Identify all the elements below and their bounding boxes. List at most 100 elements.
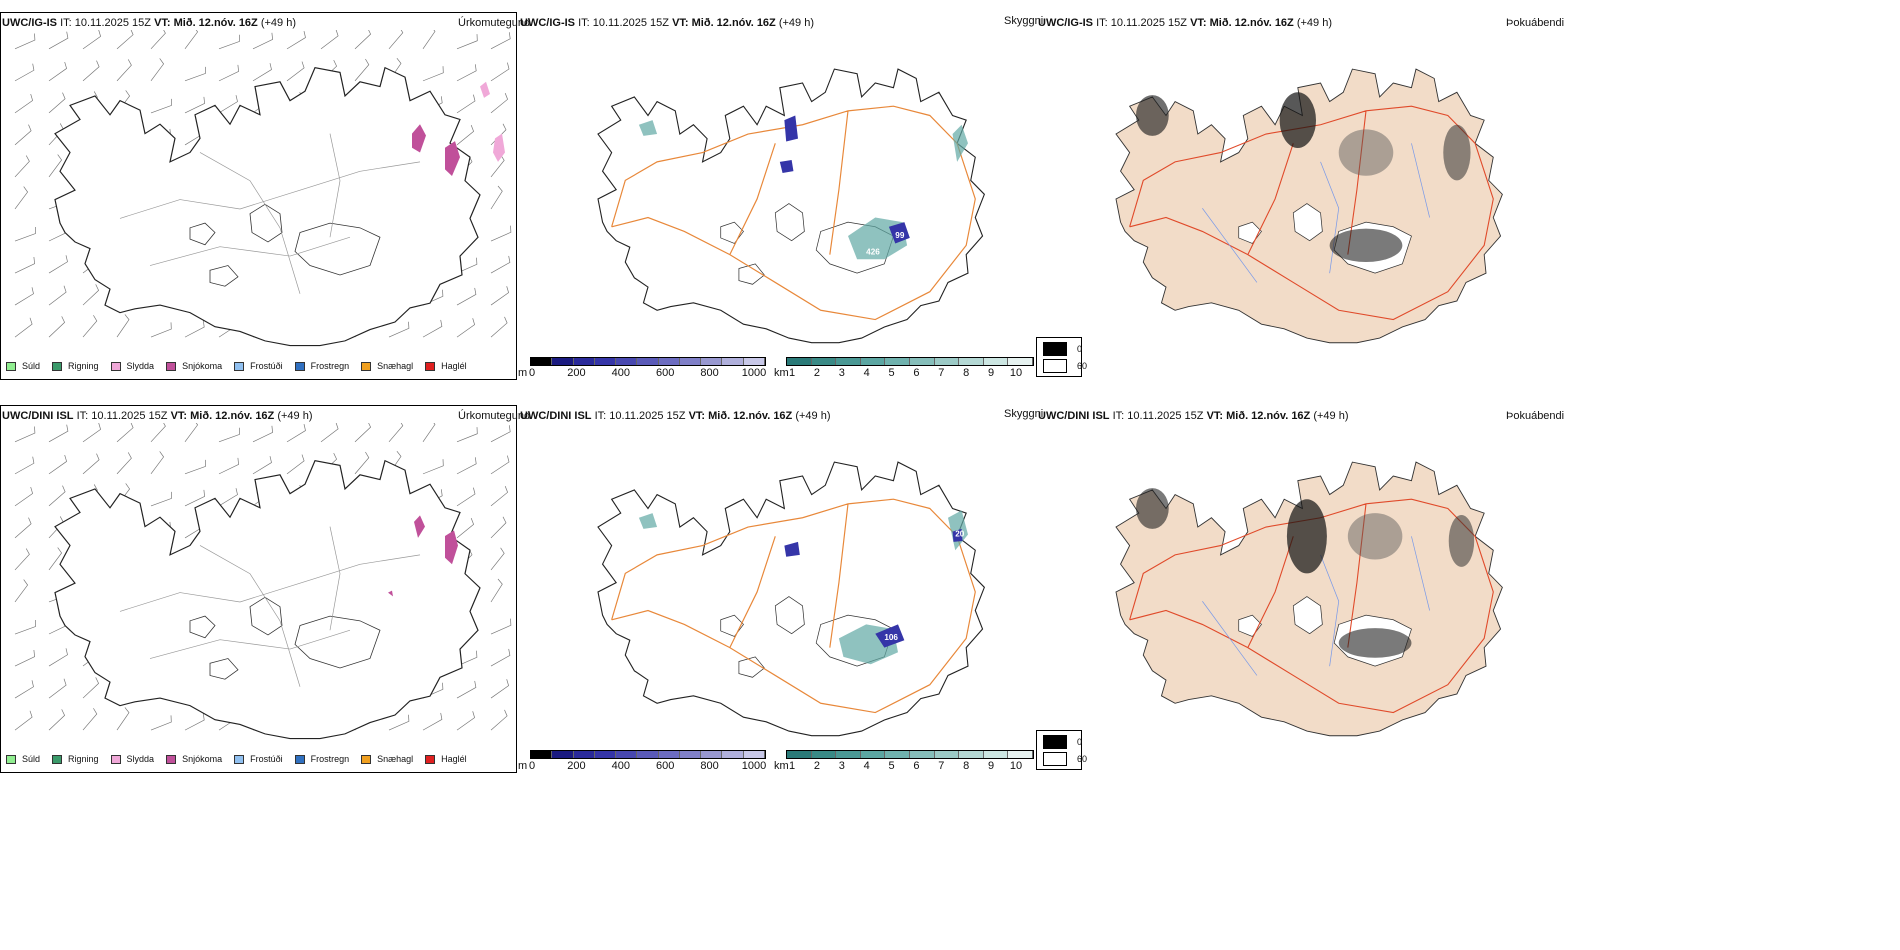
wind-barb xyxy=(116,30,134,50)
colorbar-tick: 2 xyxy=(813,760,820,772)
lead-time: (+49 h) xyxy=(260,17,297,29)
panel-title: Úrkomutegund xyxy=(458,410,531,422)
wind-barb xyxy=(388,321,410,338)
lead-time: (+49 h) xyxy=(778,17,815,29)
colorbar-swatch xyxy=(860,751,886,758)
legend-label: Frostregn xyxy=(310,754,350,764)
wind-barb xyxy=(82,315,98,338)
wind-barb xyxy=(48,92,66,114)
colorbar-tick: 9 xyxy=(988,760,995,772)
wind-barb xyxy=(320,423,339,443)
wind-barb xyxy=(490,93,509,114)
panel-header: UWC/IG-IS IT: 10.11.2025 15Z VT: Mið. 12… xyxy=(520,16,814,30)
fog-area xyxy=(1338,628,1412,658)
visibility-panel-row2: UWC/DINI ISL IT: 10.11.2025 15Z VT: Mið.… xyxy=(518,405,1043,775)
wind-barb xyxy=(490,32,511,50)
colorbar-swatch xyxy=(552,751,574,758)
init-time-label: IT: xyxy=(1096,17,1108,29)
valid-time: Mið. 12.nóv. 16Z xyxy=(1209,17,1294,29)
wind-barb xyxy=(150,98,172,114)
wind-barb xyxy=(48,454,68,475)
iceland-coastline-map xyxy=(14,30,512,347)
colorbar-swatch xyxy=(811,751,837,758)
wind-barb xyxy=(252,456,272,475)
wind-barb xyxy=(422,319,443,338)
wind-barb xyxy=(14,93,34,114)
wind-barb xyxy=(490,516,507,539)
wind-barb xyxy=(320,30,339,50)
legend-label: Slydda xyxy=(126,361,155,371)
legend-item: Haglél xyxy=(425,361,467,371)
lead-time: (+49 h) xyxy=(795,410,831,422)
wind-barb xyxy=(48,154,63,178)
colorbar-swatch xyxy=(658,358,680,365)
wind-barb xyxy=(456,457,477,475)
colorbar-swatch xyxy=(836,751,861,758)
colorbar-tick: 2 xyxy=(813,367,820,379)
wind-barb xyxy=(82,453,100,475)
legend-swatch xyxy=(294,361,305,371)
wind-barb xyxy=(14,486,34,507)
wind-barb xyxy=(286,61,305,82)
panel-title: Skyggni xyxy=(1004,15,1044,27)
colorbar-swatch xyxy=(679,358,702,365)
legend-label: Haglél xyxy=(441,361,467,371)
colorbar-swatch xyxy=(959,358,984,365)
model-name: UWC/DINI ISL xyxy=(1038,410,1110,422)
init-time-label: IT: xyxy=(1112,410,1125,422)
fog-area xyxy=(1338,129,1394,176)
wind-barb xyxy=(116,452,132,475)
wind-barb xyxy=(150,423,166,443)
colorbar-tick: 7 xyxy=(938,760,945,772)
wind-barb xyxy=(252,63,272,82)
colorbar-swatch xyxy=(934,751,960,758)
wind-barb xyxy=(422,30,436,50)
wind-barb xyxy=(150,58,165,82)
wind-barb xyxy=(48,285,67,306)
colorbar-swatch xyxy=(637,358,659,365)
wind-barb xyxy=(490,225,512,242)
wind-barb xyxy=(354,58,370,82)
wind-barb xyxy=(218,64,239,82)
valid-time-label: VT: xyxy=(154,17,171,29)
legend-item: Snæhagl xyxy=(361,361,413,371)
colorbar-swatch xyxy=(787,751,812,758)
wind-barb xyxy=(286,31,306,50)
wind-barb xyxy=(150,30,166,50)
panel-header: UWC/IG-IS IT: 10.11.2025 15Z VT: Mið. 12… xyxy=(2,16,296,30)
legend-item: Snjókoma xyxy=(166,754,222,764)
wind-barb xyxy=(48,485,66,507)
wind-barb xyxy=(150,715,172,731)
colorbar-tick: 0 xyxy=(528,760,536,772)
wind-barb xyxy=(184,489,205,507)
cloud-base-area xyxy=(779,115,910,244)
wind-barb xyxy=(354,423,372,443)
wind-barb xyxy=(14,426,36,443)
legend-swatch xyxy=(52,361,63,371)
model-name: UWC/DINI ISL xyxy=(2,410,74,422)
legend-label: Rigning xyxy=(68,754,99,764)
wind-barb xyxy=(456,94,476,114)
panel-title: Úrkomutegund xyxy=(458,17,531,29)
panel-frame xyxy=(0,405,517,773)
wind-barb xyxy=(116,59,132,82)
fog-legend-swatch xyxy=(1043,359,1067,373)
wind-barb xyxy=(456,257,478,274)
wind-barb xyxy=(184,459,206,475)
legend-item: Snæhagl xyxy=(361,754,413,764)
legend-swatch xyxy=(166,361,177,371)
colorbar-swatch xyxy=(552,358,574,365)
wind-barb xyxy=(14,579,29,603)
wind-barb xyxy=(150,322,172,338)
wind-barb xyxy=(82,30,102,50)
colorbar-tick: 400 xyxy=(611,367,630,379)
valid-time-label: VT: xyxy=(1206,410,1224,422)
wind-barb xyxy=(116,423,134,443)
colorbar-tick: 9 xyxy=(988,367,995,379)
colorbar-swatch xyxy=(701,751,723,758)
legend-label: Snjókoma xyxy=(182,361,223,371)
fog-legend-swatch xyxy=(1043,752,1067,766)
wind-barb xyxy=(422,66,444,82)
legend-item: Súld xyxy=(6,754,40,764)
colorbar-swatch xyxy=(616,751,638,758)
